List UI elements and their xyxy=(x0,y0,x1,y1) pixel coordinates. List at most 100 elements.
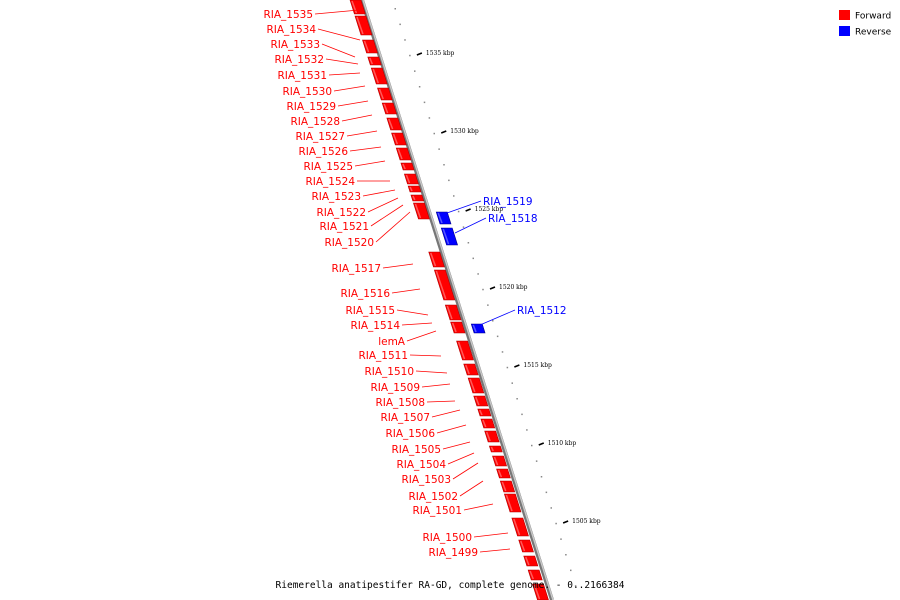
gene-shading xyxy=(520,540,526,552)
forward-gene-block xyxy=(377,87,393,101)
minor-tick-dot xyxy=(540,476,543,478)
gene-shading xyxy=(513,518,521,536)
gene-label-ria-1503: RIA_1503 xyxy=(401,474,451,486)
gene-leader-line xyxy=(328,72,361,76)
forward-gene-block xyxy=(503,493,522,513)
gene-label-ria-1509: RIA_1509 xyxy=(370,382,420,394)
legend-forward-label: Forward xyxy=(855,12,891,22)
legend-reverse-swatch xyxy=(839,26,850,36)
gene-leader-line xyxy=(421,383,451,388)
legend-forward-swatch xyxy=(839,10,850,20)
gene-leader-line xyxy=(454,217,487,234)
minor-tick-dot xyxy=(482,288,484,291)
forward-gene-block xyxy=(444,304,462,321)
tick-label: 1510 kbp xyxy=(548,440,577,447)
gene-shading xyxy=(435,270,447,300)
forward-gene-block xyxy=(413,202,430,220)
gene-leader-line xyxy=(382,263,414,269)
gene-shading xyxy=(430,252,437,267)
gene-labels: RIA_1535 RIA_1534 RIA_1533 RIA_1532 RIA_1531… xyxy=(263,9,566,559)
tick-mark xyxy=(416,52,423,56)
minor-tick-dot xyxy=(477,273,479,275)
gene-leader-line xyxy=(314,9,360,15)
gene-leader-line xyxy=(446,200,482,214)
gene-label-ria-1534: RIA_1534 xyxy=(266,24,316,36)
gene-shading xyxy=(369,57,374,65)
kbp-tick-marks: 1535 kbp 1530 kbp 1525 kbp 1520 kbp 1515 kbp… xyxy=(394,8,601,587)
forward-gene-block xyxy=(499,480,516,493)
forward-gene-block xyxy=(433,269,456,301)
gene-shading xyxy=(383,103,389,114)
forward-gene-block xyxy=(407,185,422,193)
forward-gene-block xyxy=(473,395,489,407)
forward-gene-block xyxy=(428,251,445,268)
minor-tick-dot xyxy=(501,351,504,353)
gene-shading xyxy=(475,396,480,406)
minor-tick-dot xyxy=(574,585,577,587)
minor-tick-dot xyxy=(457,210,460,213)
minor-tick-dot xyxy=(443,164,445,166)
gene-label-ria-1499: RIA_1499 xyxy=(428,547,478,559)
gene-leader-line xyxy=(409,354,442,357)
gene-leader-line xyxy=(325,58,359,65)
minor-tick-dot xyxy=(414,70,416,72)
forward-gene-block xyxy=(381,102,398,115)
gene-shading xyxy=(351,0,358,14)
gene-leader-line xyxy=(333,85,366,92)
minor-tick-dot xyxy=(394,8,396,10)
gene-leader-line xyxy=(370,204,404,227)
forward-gene-block xyxy=(523,555,539,567)
legend: Forward Reverse xyxy=(839,10,892,38)
gene-label-ria-1506: RIA_1506 xyxy=(385,428,435,440)
gene-leader-line xyxy=(341,114,373,122)
minor-tick-dot xyxy=(535,460,538,462)
gene-label-ria-1502: RIA_1502 xyxy=(408,491,458,503)
gene-leader-line xyxy=(375,211,411,243)
minor-tick-dot xyxy=(409,54,411,57)
tick-mark xyxy=(562,520,569,524)
gene-label-ria-1526: RIA_1526 xyxy=(298,146,348,158)
gene-label-ria-1521: RIA_1521 xyxy=(319,221,369,233)
minor-tick-dot xyxy=(545,491,548,494)
gene-label-ria-1516: RIA_1516 xyxy=(340,288,390,300)
gene-label-ria-1517: RIA_1517 xyxy=(331,263,381,275)
gene-shading xyxy=(457,341,466,360)
forward-gene-block xyxy=(370,67,388,85)
gene-shading xyxy=(482,419,487,428)
forward-gene-block xyxy=(410,194,425,202)
minor-tick-dot xyxy=(428,117,431,119)
gene-label-ria-1512: RIA_1512 xyxy=(517,305,567,317)
reverse-gene-block xyxy=(435,211,452,225)
forward-gene-block xyxy=(518,539,534,553)
gene-shading xyxy=(388,118,394,130)
gene-shading xyxy=(501,481,507,492)
gene-leader-line xyxy=(354,160,386,167)
gene-leader-line xyxy=(463,503,494,511)
minor-tick-dot xyxy=(423,101,426,104)
forward-gene-block xyxy=(496,468,511,479)
gene-label-ria-1510: RIA_1510 xyxy=(364,366,414,378)
reverse-gene-block xyxy=(440,227,458,246)
minor-tick-dot xyxy=(565,554,567,556)
gene-shading xyxy=(402,163,406,170)
gene-shading xyxy=(392,133,399,145)
forward-gene-block xyxy=(480,418,496,429)
tick-mark xyxy=(538,442,545,446)
tick-label: 1505 kbp xyxy=(572,518,601,525)
forward-gene-block xyxy=(391,132,407,146)
forward-gene-block xyxy=(488,445,503,453)
gene-leader-line xyxy=(406,330,437,342)
gene-label-ria-1528: RIA_1528 xyxy=(290,116,340,128)
gene-leader-line xyxy=(436,424,467,434)
gene-leader-line xyxy=(426,400,456,403)
gene-shading xyxy=(525,556,530,566)
gene-leader-line xyxy=(479,548,511,553)
gene-label-ria-1529: RIA_1529 xyxy=(286,101,336,113)
gene-shading xyxy=(446,305,453,320)
minor-tick-dot xyxy=(526,429,528,431)
gene-shading xyxy=(529,570,534,580)
gene-label-ria-1523: RIA_1523 xyxy=(311,191,361,203)
forward-gene-block xyxy=(367,56,382,66)
minor-tick-dot xyxy=(487,304,489,306)
minor-tick-dot xyxy=(418,86,421,88)
